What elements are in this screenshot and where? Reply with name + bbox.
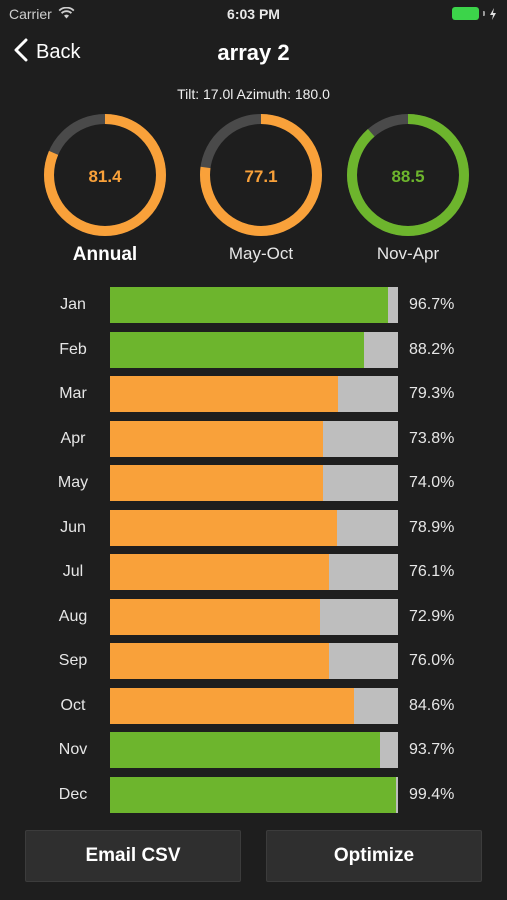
percent-label: 78.9% [409, 518, 455, 536]
bar-track [110, 687, 398, 724]
month-label: Jun [60, 518, 86, 536]
bar-track [110, 643, 398, 679]
bar-fill [110, 287, 389, 323]
bar-row-may: May 74.0% [0, 463, 507, 503]
bar-row-jan: Jan 96.7% [0, 285, 507, 325]
status-bar: Carrier 6:03 PM [0, 0, 507, 28]
month-label: Nov [58, 741, 88, 758]
month-label: Oct [60, 696, 86, 714]
bar-row-oct: Oct 84.6% [0, 686, 507, 726]
percent-label: 76.0% [409, 652, 455, 669]
percent-label: 76.1% [409, 563, 455, 580]
bar-track [110, 287, 398, 323]
bar-fill [110, 509, 338, 546]
gauge-label: Annual [72, 244, 138, 265]
gauge-label: Nov-Apr [376, 244, 440, 263]
gauge-value: 81.4 [88, 167, 122, 186]
battery-icon [452, 7, 497, 20]
bar-fill [110, 465, 324, 501]
bar-fill [110, 687, 354, 724]
gauge-may-oct: 77.1 May-Oct [198, 113, 324, 264]
gauge-value: 77.1 [244, 167, 277, 186]
bar-row-jul: Jul 76.1% [0, 552, 507, 592]
bar-fill [110, 554, 330, 590]
gauge-ring: 88.5 [347, 114, 469, 236]
bar-row-apr: Apr 73.8% [0, 419, 507, 459]
gauge-value: 88.5 [391, 167, 424, 186]
percent-label: 79.3% [409, 385, 455, 402]
bar-track [110, 732, 398, 768]
bar-fill [110, 732, 380, 768]
gauge-arc [200, 114, 322, 236]
carrier-label: Carrier [9, 6, 52, 22]
month-label: May [57, 474, 89, 491]
bar-fill [110, 331, 365, 368]
month-label: Jan [60, 296, 86, 313]
month-label: Mar [59, 385, 87, 402]
gauge-nov-apr: 88.5 Nov-Apr [345, 113, 471, 264]
month-label: Sep [58, 652, 88, 669]
bar-fill [110, 420, 323, 457]
chevron-left-icon [14, 38, 28, 67]
wifi-icon [58, 6, 75, 22]
bar-row-nov: Nov 93.7% [0, 730, 507, 770]
month-label: Aug [58, 607, 88, 625]
bar-track [110, 331, 398, 368]
percent-label: 73.8% [409, 429, 455, 447]
nav-bar: Back array 2 [0, 28, 507, 78]
month-label: Dec [58, 785, 88, 803]
bar-track [110, 776, 398, 813]
bar-row-feb: Feb 88.2% [0, 330, 507, 370]
bar-fill [110, 598, 320, 635]
bar-track [110, 376, 398, 412]
bar-track [110, 598, 398, 635]
gauge-arc [347, 114, 469, 236]
bar-row-mar: Mar 79.3% [0, 374, 507, 414]
percent-label: 88.2% [409, 340, 455, 358]
percent-label: 93.7% [409, 741, 455, 758]
gauge-ring: 81.4 [44, 114, 166, 236]
bar-fill [110, 643, 329, 679]
array-orientation: Tilt: 17.0l Azimuth: 180.0 [177, 86, 330, 102]
page-title: array 2 [217, 40, 290, 65]
month-label: Apr [60, 429, 86, 447]
month-label: Feb [59, 340, 87, 358]
bar-track [110, 509, 398, 546]
footer: Email CSV Optimize [0, 830, 507, 882]
month-label: Jul [62, 563, 84, 580]
gauge-annual: 81.4 Annual [42, 113, 168, 266]
bar-track [110, 554, 398, 590]
gauge-ring: 77.1 [200, 114, 322, 236]
email-csv-button[interactable]: Email CSV [25, 830, 241, 882]
charging-bolt-icon [490, 7, 496, 20]
bar-track [110, 420, 398, 457]
bar-row-dec: Dec 99.4% [0, 775, 507, 815]
status-time: 6:03 PM [227, 6, 280, 22]
percent-label: 72.9% [409, 607, 455, 625]
percent-label: 99.4% [409, 785, 455, 803]
percent-label: 84.6% [409, 696, 455, 714]
bar-fill [110, 776, 397, 813]
gauge-label: May-Oct [228, 244, 294, 263]
bar-row-aug: Aug 72.9% [0, 597, 507, 637]
percent-label: 74.0% [409, 474, 455, 491]
back-button[interactable]: Back [14, 38, 80, 67]
bar-track [110, 465, 398, 501]
back-label: Back [36, 41, 81, 63]
gauge-arc [44, 114, 166, 236]
bar-fill [110, 376, 339, 412]
bar-row-jun: Jun 78.9% [0, 508, 507, 548]
bar-row-sep: Sep 76.0% [0, 641, 507, 681]
status-carrier: Carrier [9, 6, 75, 22]
percent-label: 96.7% [409, 296, 455, 313]
optimize-button[interactable]: Optimize [266, 830, 482, 882]
